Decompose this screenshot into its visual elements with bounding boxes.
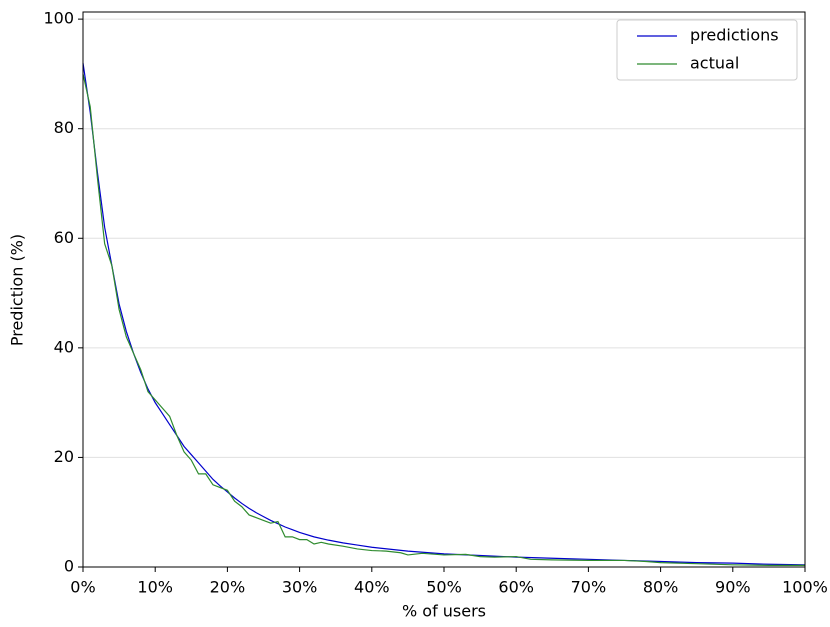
x-tick-label: 40% xyxy=(354,578,390,597)
legend-box xyxy=(616,19,798,81)
x-tick-label: 90% xyxy=(715,578,751,597)
line-series xyxy=(82,62,806,566)
x-tick-label: 0% xyxy=(70,578,95,597)
y-axis-label: Prediction (%) xyxy=(8,234,27,346)
legend-label: actual xyxy=(690,54,739,73)
x-tick-label: 100% xyxy=(782,578,828,597)
y-tick-label: 40 xyxy=(54,337,74,356)
x-tick-label: 80% xyxy=(643,578,679,597)
x-tick-label: 30% xyxy=(282,578,318,597)
x-tick-label: 50% xyxy=(426,578,462,597)
x-axis-label: % of users xyxy=(402,602,486,621)
y-tick-label: 60 xyxy=(54,228,74,247)
plot-frame xyxy=(82,11,806,568)
y-tick-label: 0 xyxy=(64,557,74,576)
x-tick-label: 10% xyxy=(137,578,173,597)
x-tick-label: 60% xyxy=(498,578,534,597)
y-tick-label: 100 xyxy=(43,9,74,28)
line-series xyxy=(82,73,805,566)
y-tick-label: 80 xyxy=(54,118,74,137)
x-tick-label: 70% xyxy=(571,578,607,597)
x-tick-label: 20% xyxy=(210,578,246,597)
legend-label: predictions xyxy=(690,26,779,45)
y-tick-label: 20 xyxy=(54,447,74,466)
